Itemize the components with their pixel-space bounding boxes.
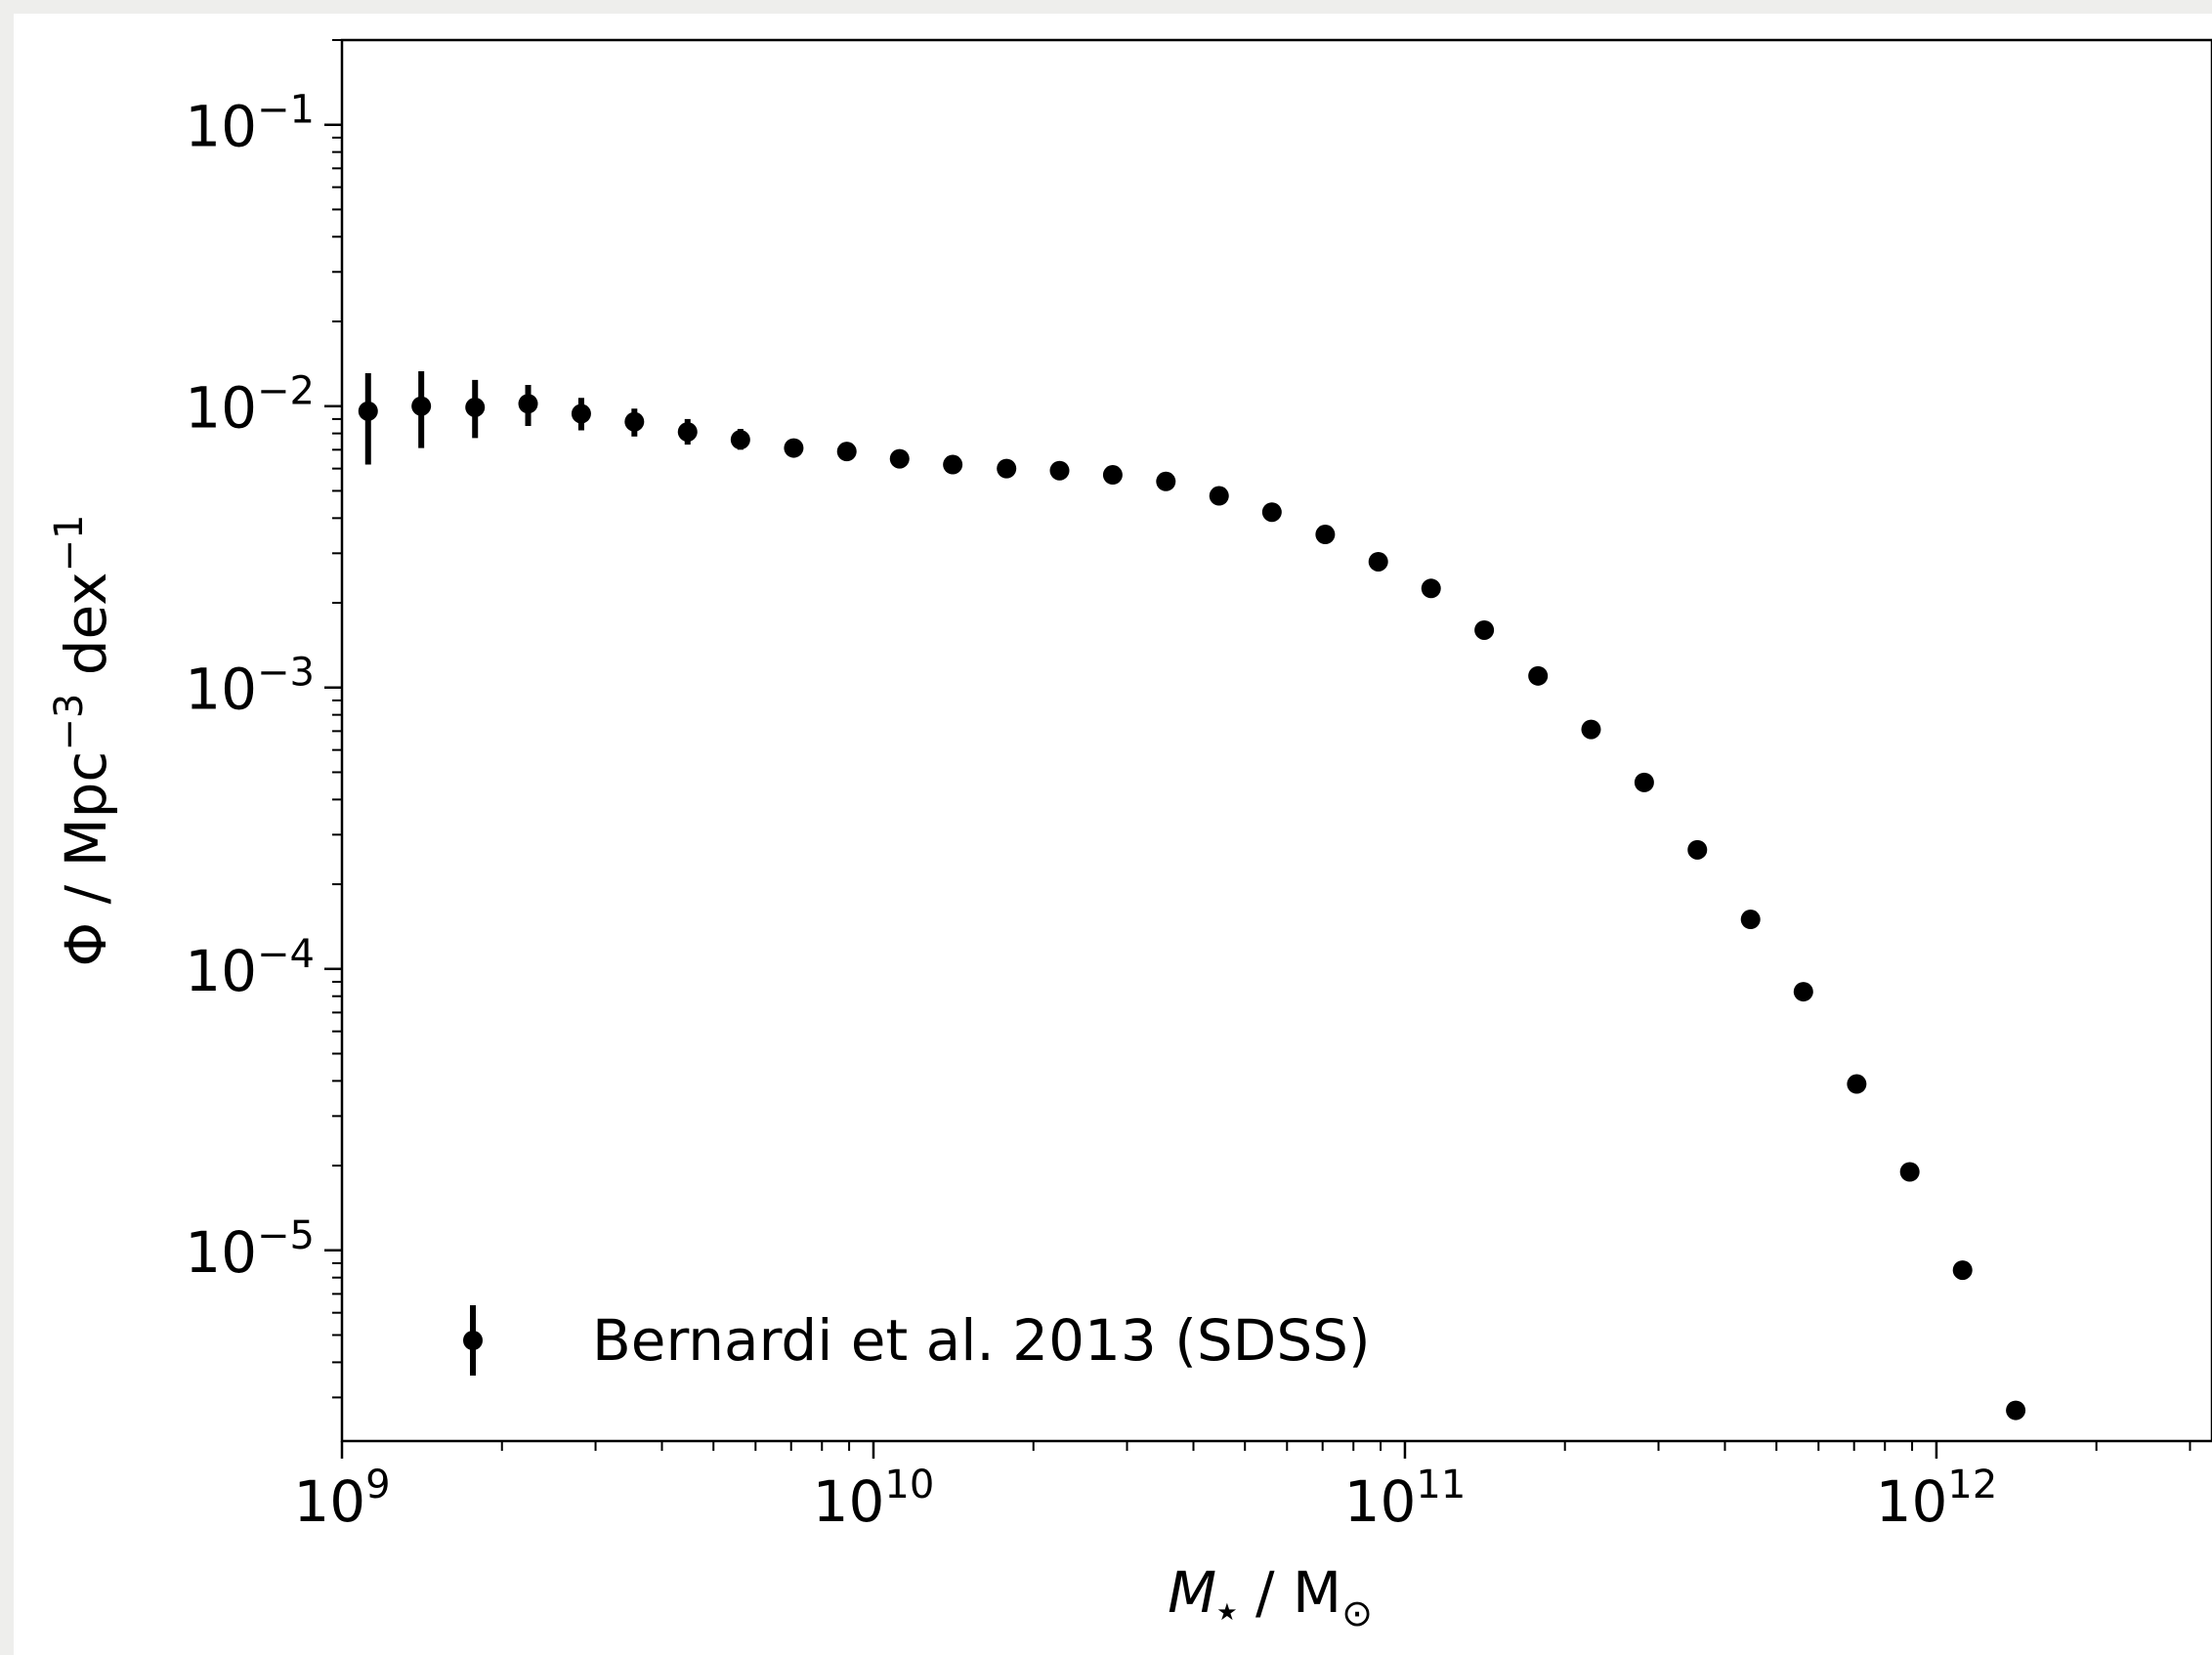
minor-ticks — [332, 39, 2191, 1451]
x-tick-label: 1010 — [813, 1463, 935, 1535]
y-tick-label: 10−2 — [185, 369, 315, 442]
data-point — [1261, 502, 1282, 523]
data-point — [1156, 471, 1176, 491]
data-point — [1528, 665, 1549, 686]
x-tick-label: 109 — [293, 1463, 390, 1535]
data-point — [889, 448, 910, 469]
x-axis-label: M★ / M⊙ — [1168, 1559, 1373, 1634]
legend: Bernardi et al. 2013 (SDSS) — [463, 1305, 1371, 1376]
y-tick-label: 10−4 — [185, 932, 315, 1004]
data-point — [1847, 1074, 1867, 1094]
data-point — [836, 442, 857, 462]
data-point — [997, 458, 1017, 479]
data-point — [1315, 525, 1336, 545]
y-tick-label: 10−5 — [185, 1213, 315, 1286]
data-point — [518, 394, 538, 414]
data-point — [1581, 719, 1601, 740]
data-point — [677, 422, 698, 443]
data-point — [411, 396, 432, 416]
data-point — [1368, 551, 1388, 572]
data-point — [1952, 1260, 1973, 1281]
plot-area — [340, 38, 2212, 1443]
data-point — [1740, 910, 1761, 930]
x-tick-label: 1012 — [1876, 1463, 1998, 1535]
legend-label: Bernardi et al. 2013 (SDSS) — [592, 1307, 1371, 1374]
data-point — [943, 454, 963, 475]
major-ticks — [324, 123, 1938, 1459]
data-point — [624, 411, 645, 432]
data-point — [1899, 1162, 1920, 1182]
y-axis-label: Φ / Mpc−3 dex−1 — [47, 514, 119, 966]
data-point — [730, 430, 750, 450]
data-point — [1209, 486, 1229, 506]
data-point — [1634, 772, 1654, 792]
data-point — [1102, 465, 1123, 486]
data-point — [1421, 578, 1441, 599]
data-point — [1049, 460, 1070, 481]
legend-marker — [463, 1305, 483, 1376]
data-point — [571, 403, 591, 424]
data-series — [358, 371, 2026, 1421]
x-tick-label: 1011 — [1344, 1463, 1467, 1535]
y-tick-labels: 10−1 10−2 10−3 10−4 10−5 — [185, 88, 315, 1286]
y-tick-label: 10−3 — [185, 651, 315, 723]
data-point — [358, 401, 378, 421]
data-point — [1793, 982, 1813, 1002]
x-tick-labels: 109 1010 1011 1012 — [293, 1463, 1997, 1535]
data-point — [1687, 839, 1708, 860]
data-point — [465, 397, 486, 417]
data-point — [1474, 619, 1495, 640]
data-point — [2006, 1400, 2026, 1421]
y-tick-label: 10−1 — [185, 88, 315, 160]
data-point — [784, 438, 804, 458]
